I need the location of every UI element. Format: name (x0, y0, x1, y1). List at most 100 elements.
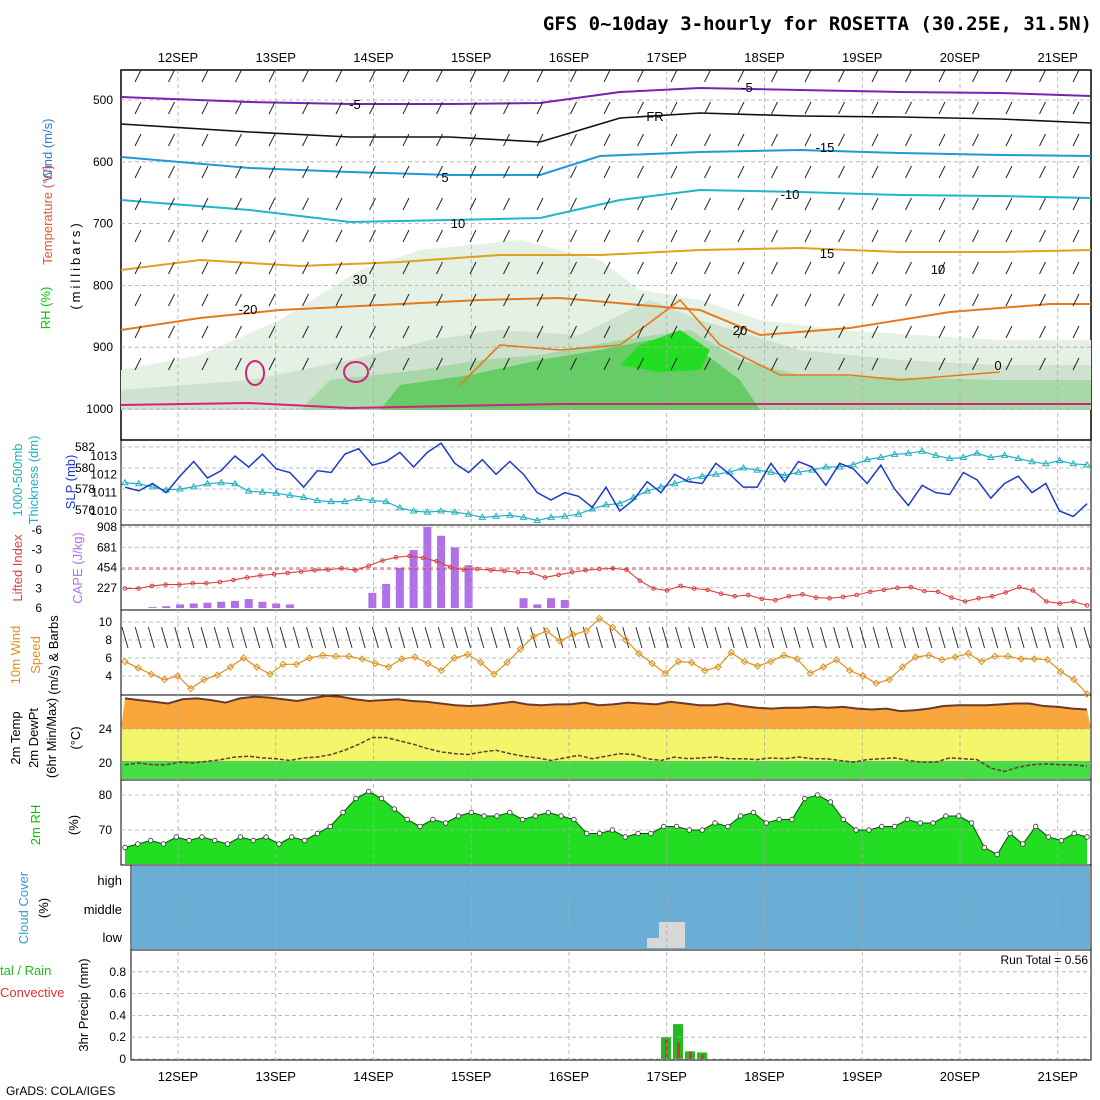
cape-tick: 908 (97, 520, 117, 534)
rh2m-point (981, 844, 988, 851)
thickness-point (1014, 454, 1023, 462)
upper-wind-barb (938, 101, 946, 115)
upper-wind-barb (536, 261, 544, 275)
upper-wind-barb (670, 133, 678, 147)
wind10-speed-point (938, 656, 946, 664)
isotherm-minus10 (120, 188, 1092, 224)
wind10-barb (938, 626, 946, 649)
upper-wind-barb (838, 133, 845, 147)
wind10-barb (306, 626, 313, 649)
upper-wind-barb (134, 261, 142, 275)
wind10-barb (609, 626, 617, 649)
thickness-point (959, 453, 968, 460)
isotherm-label: 10 (931, 262, 945, 277)
upper-wind-barb (369, 229, 376, 243)
lifted-index-point (393, 555, 399, 560)
precip-tick: 0.6 (109, 987, 126, 1001)
rh2m-point (186, 837, 192, 844)
cape-bar (464, 565, 473, 608)
lifted-index-point (867, 589, 873, 595)
upper-temp-ylabel: Temperature (°C) (40, 165, 55, 265)
upper-wind-barb (1005, 165, 1013, 179)
thickness-point (588, 504, 597, 512)
precip-tick: 0.8 (109, 965, 126, 979)
lifted-index-point (488, 568, 494, 573)
upper-wind-barb (804, 101, 812, 115)
wind10-barb (266, 626, 274, 649)
upper-wind-barb (436, 229, 443, 243)
thickness-point (973, 449, 981, 456)
upper-wind-barb (134, 293, 142, 307)
thickness-point (134, 479, 143, 487)
lifted-index-point (773, 597, 778, 603)
rh2m-point (250, 837, 256, 844)
rh2m-point (956, 813, 962, 819)
rh2m-point (455, 813, 462, 819)
upper-wind-barb (436, 261, 443, 275)
cloud-low-block (647, 938, 659, 948)
wind10-speed-point (121, 657, 129, 666)
upper-wind-barb (402, 197, 410, 211)
upper-wind-barb (1005, 325, 1013, 339)
upper-wind-barb (637, 357, 644, 371)
lifted-index-point (691, 586, 697, 591)
wind10-speed-point (687, 658, 696, 667)
upper-wind-barb (704, 69, 711, 83)
lifted-index-point (325, 567, 331, 572)
upper-wind-barb (369, 197, 376, 211)
cloud-ylabel: Cloud Cover (16, 871, 31, 944)
thickness-point (822, 462, 830, 470)
upper-wind-barb (536, 165, 544, 179)
upper-wind-barb (838, 69, 845, 83)
thickness-point (231, 479, 239, 487)
upper-wind-barb (1005, 133, 1013, 147)
upper-wind-barb (469, 357, 477, 371)
wind10-barb (358, 626, 366, 649)
wind10-speed-point (832, 656, 841, 664)
wind10-barb (714, 626, 722, 649)
isotherm-label: 15 (820, 246, 834, 261)
thickness-point (478, 513, 487, 520)
temp-line (124, 694, 1088, 713)
rh2m-point (763, 820, 770, 826)
lifted-index-point (217, 579, 223, 585)
rh2m-point (301, 837, 308, 844)
rh2m-point (314, 830, 321, 837)
upper-wind-barb (235, 357, 242, 371)
precip-conv-bar (665, 1037, 668, 1059)
wind10-speed-point (345, 652, 353, 660)
wind10-barb (899, 626, 906, 649)
thickness-point (945, 454, 954, 462)
wind10-speed-point (806, 669, 814, 678)
upper-wind-barb (268, 101, 276, 115)
wind10-barb (1030, 626, 1038, 649)
upper-wind-barb (637, 133, 644, 147)
temp-ylabel2: 2m DewPt (26, 708, 41, 768)
rh2m-point (635, 830, 641, 837)
upper-wind-barb (871, 325, 879, 339)
lifted-index-point (881, 587, 887, 593)
wind10-barb (978, 626, 986, 649)
wind10-speed-point (925, 651, 933, 660)
rh2m-point (1032, 823, 1039, 830)
upper-wind-barb (905, 357, 912, 371)
rh2m-point (545, 809, 551, 816)
upper-wind-barb (871, 357, 879, 371)
wind10-barb (385, 626, 393, 649)
upper-wind-barb (402, 357, 410, 371)
cloud-ylabel2: (%) (36, 898, 51, 918)
lifted-index-point (1057, 601, 1063, 606)
lifted-index-point (285, 570, 290, 576)
lifted-index-point (596, 566, 602, 572)
rh2m-point (276, 841, 282, 847)
thickness-point (1041, 459, 1050, 467)
upper-wind-barb (503, 325, 510, 339)
rh2m-point (930, 820, 936, 826)
upper-wind-barb (737, 101, 745, 115)
upper-wind-barb (168, 101, 175, 115)
date-label-bottom: 13SEP (256, 1069, 296, 1084)
upper-wind-barb (503, 261, 510, 275)
lifted-index-point (759, 596, 765, 602)
wind10-speed-point (819, 663, 828, 671)
